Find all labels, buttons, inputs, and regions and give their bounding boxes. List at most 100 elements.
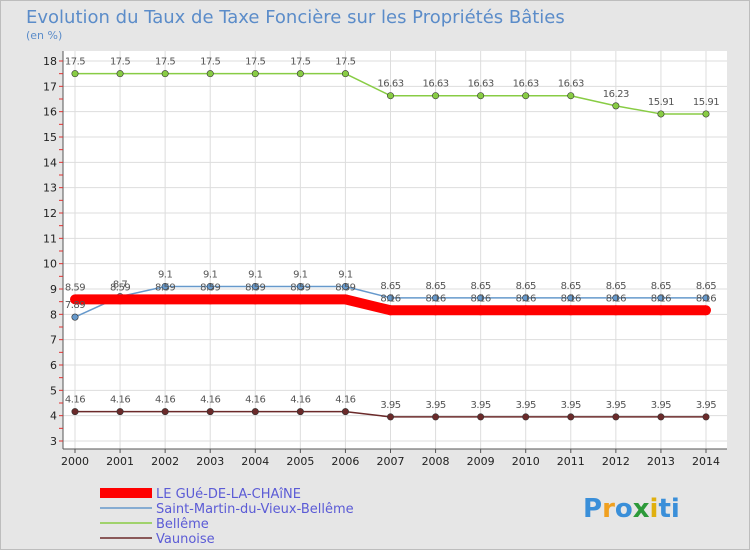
data-point [115,294,126,305]
logo-letter: o [615,494,633,524]
data-label: 8.65 [606,281,626,292]
x-tick-label: 2007 [377,455,405,468]
data-label: 8.59 [200,282,220,293]
y-tick-label: 12 [43,207,57,220]
data-point [295,294,306,305]
data-label: 8.16 [606,293,626,304]
y-tick-label: 10 [43,258,57,271]
data-point [520,305,531,316]
legend-label: Bellême [156,517,209,532]
data-point [567,413,575,421]
y-tick-label: 9 [50,283,57,296]
data-label: 8.16 [561,293,581,304]
data-label: 8.16 [651,293,671,304]
data-point [71,70,79,78]
data-point [71,408,79,416]
data-label: 17.5 [65,57,85,68]
logo-letter: r [602,494,615,524]
x-tick-label: 2004 [241,455,269,468]
y-tick-label: 8 [50,308,57,321]
data-label: 4.16 [245,395,265,406]
y-tick-label: 6 [50,359,57,372]
data-label: 8.16 [471,293,491,304]
data-label: 3.95 [425,400,445,411]
x-tick-label: 2014 [692,455,720,468]
data-point [296,282,304,290]
data-point [522,413,530,421]
data-label: 8.16 [425,293,445,304]
x-tick-label: 2006 [331,455,359,468]
data-label: 8.65 [651,281,671,292]
data-point [71,313,79,321]
data-point [385,305,396,316]
data-labels: 8.59 8.59 8.59 8.59 8.59 8.59 8.59 8.16 8.16 8.16… [65,57,720,411]
data-label: 3.95 [606,400,626,411]
data-point [161,70,169,78]
data-label: 8.65 [380,281,400,292]
y-tick-label: 18 [43,55,57,68]
data-point [567,92,575,100]
data-point [432,92,440,100]
x-tick-label: 2002 [151,455,179,468]
data-point [206,408,214,416]
y-tick-label: 17 [43,80,57,93]
data-point [250,294,261,305]
legend-label: Vaunoise [156,532,215,547]
data-label: 9.1 [203,269,218,280]
y-tick-label: 13 [43,182,57,195]
chart-title: Evolution du Taux de Taxe Foncière sur l… [26,7,565,28]
data-label: 8.16 [696,293,716,304]
x-tick-label: 2008 [422,455,450,468]
data-label: 7.89 [65,300,85,311]
data-point [657,294,665,302]
data-point [565,305,576,316]
data-label: 8.59 [155,282,175,293]
data-point [251,408,259,416]
y-axis-label: (en %) [26,29,62,42]
y-tick-label: 5 [50,384,57,397]
logo-letter: i [671,494,680,524]
logo-letter: x [633,494,650,524]
data-label: 16.63 [468,79,494,90]
data-label: 16.23 [603,89,629,100]
data-label: 9.1 [248,269,263,280]
data-point [432,413,440,421]
data-point [70,294,80,305]
data-point [341,282,349,290]
data-point [612,413,620,421]
legend: LE GUé-DE-LA-CHAîNESaint-Martin-du-Vieux… [100,487,354,547]
data-point [612,102,620,110]
data-label: 4.16 [110,395,130,406]
data-label: 8.59 [335,282,355,293]
data-point [702,413,710,421]
data-label: 4.16 [200,395,220,406]
data-point [657,110,665,118]
data-label: 17.5 [155,57,175,68]
data-point [161,408,169,416]
data-label: 17.5 [200,57,220,68]
data-point [296,70,304,78]
data-point [206,70,214,78]
data-point [341,70,349,78]
data-point [206,282,214,290]
x-tick-label: 2003 [196,455,224,468]
series-group [70,70,711,421]
data-label: 15.91 [648,97,674,108]
data-point [522,294,530,302]
data-label: 9.1 [158,269,173,280]
y-axis: 3 4 5 6 7 8 9 10 11 12 13 14 15 16 17 18 [43,51,64,449]
data-label: 4.16 [335,395,355,406]
data-label: 8.65 [471,281,491,292]
data-label: 16.63 [513,79,539,90]
data-point [612,294,620,302]
x-tick-label: 2005 [286,455,314,468]
data-label: 15.91 [693,97,719,108]
data-label: 8.16 [516,293,536,304]
data-point [610,305,621,316]
data-label: 17.5 [110,57,130,68]
data-label: 17.5 [245,57,265,68]
data-label: 16.63 [377,79,403,90]
plot-area [63,51,727,449]
data-label: 8.59 [110,282,130,293]
